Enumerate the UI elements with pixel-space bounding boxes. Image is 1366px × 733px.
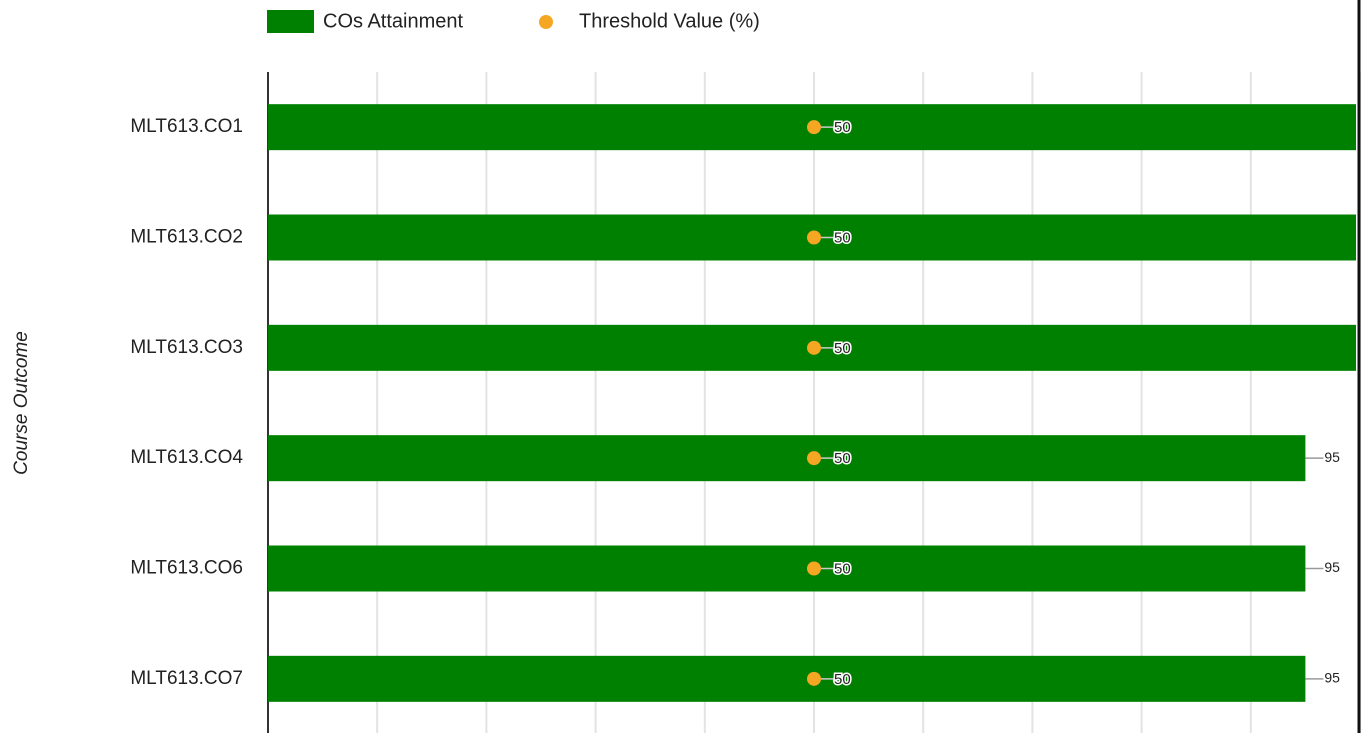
- data-label: 50: [834, 560, 851, 577]
- y-tick-label: MLT613.CO4: [130, 447, 243, 468]
- threshold-point: [807, 120, 821, 135]
- y-tick-label: MLT613.CO2: [130, 227, 243, 248]
- legend-label: Threshold Value (%): [579, 10, 760, 32]
- threshold-point: [807, 561, 821, 576]
- bar: [268, 435, 1306, 482]
- data-label: 50: [834, 340, 851, 357]
- y-axis-title: Course Outcome: [11, 331, 32, 475]
- data-label: 95: [1324, 449, 1340, 465]
- y-tick-label: MLT613.CO3: [130, 337, 243, 358]
- threshold-point: [807, 671, 821, 686]
- legend-label: COs Attainment: [323, 10, 464, 32]
- marks: MLT613.CO1 50 MLT613.CO2 50 MLT613.CO3 50 MLT6…: [130, 104, 1356, 702]
- data-label: 95: [1324, 670, 1340, 686]
- threshold-point: [807, 451, 821, 466]
- grid: [267, 72, 1361, 733]
- data-label: 50: [834, 671, 851, 688]
- threshold-point: [807, 340, 821, 355]
- bar: [268, 545, 1306, 592]
- data-label: 50: [834, 119, 851, 136]
- y-tick-label: MLT613.CO1: [130, 116, 243, 137]
- threshold-point: [807, 230, 821, 245]
- data-label: 50: [834, 450, 851, 467]
- legend-swatch: [267, 10, 314, 33]
- y-tick-label: MLT613.CO7: [130, 668, 243, 689]
- legend: COs Attainment Threshold Value (%): [267, 10, 760, 33]
- data-label: 95: [1324, 559, 1340, 575]
- bar: [268, 655, 1306, 702]
- data-label: 50: [834, 229, 851, 246]
- legend-swatch: [539, 15, 553, 29]
- y-tick-label: MLT613.CO6: [130, 558, 243, 579]
